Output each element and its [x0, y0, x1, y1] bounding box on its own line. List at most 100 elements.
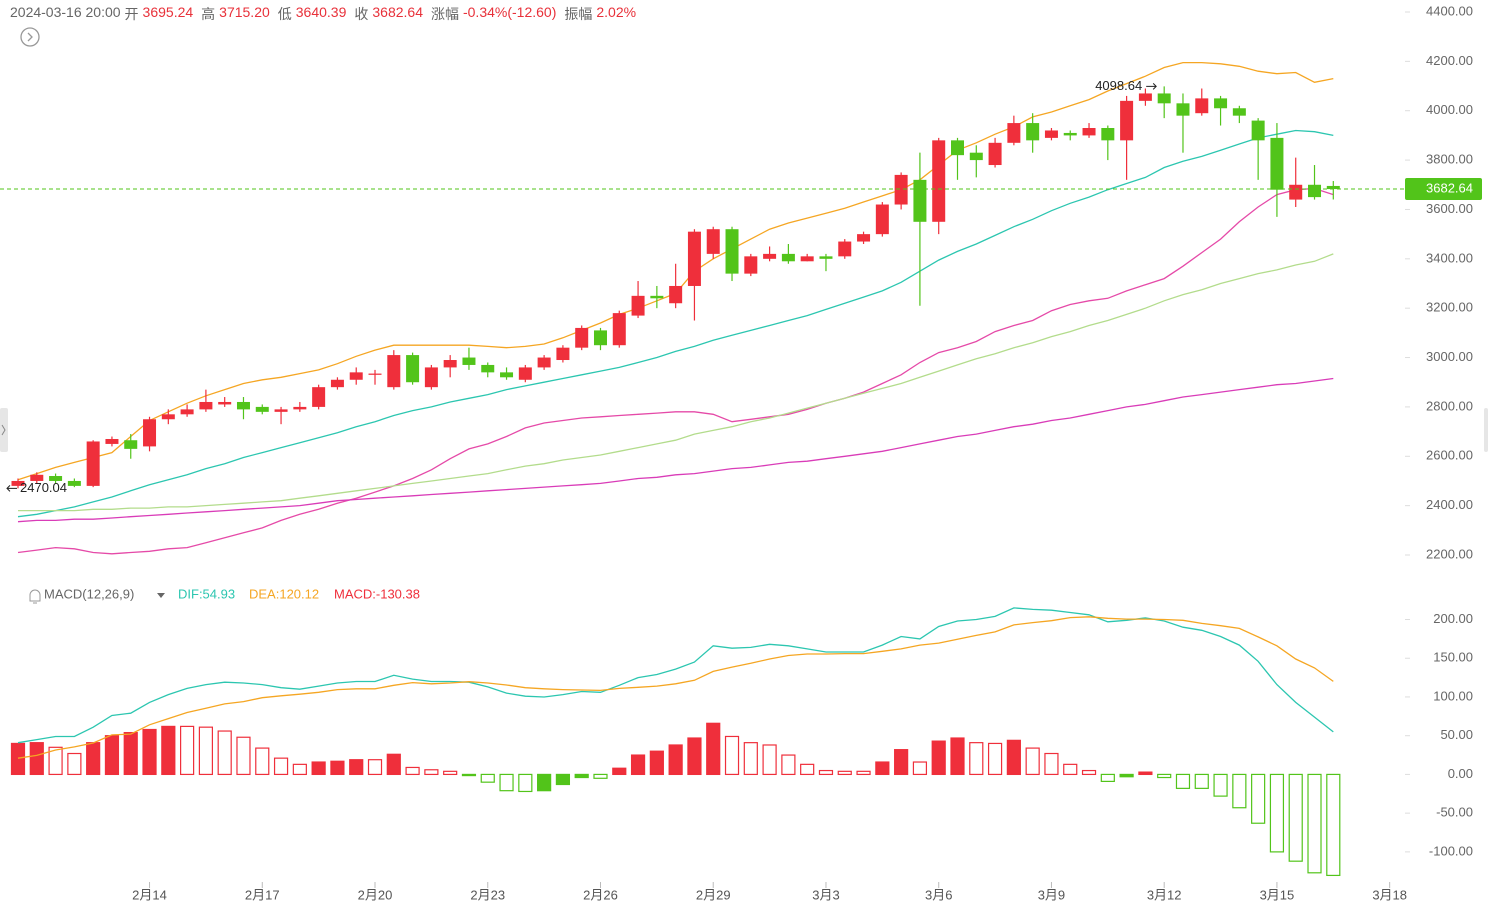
candle-body: [312, 387, 326, 407]
value: 3715.20: [219, 4, 270, 20]
expand-button[interactable]: [20, 27, 40, 47]
candle-body: [1214, 98, 1228, 109]
candle-body: [293, 406, 307, 410]
macd-bar: [762, 744, 777, 776]
candle-body: [105, 438, 119, 444]
candle-body: [330, 379, 344, 388]
candle-body: [988, 142, 1002, 166]
moving-average-line: [17, 129, 1334, 518]
left-panel-tab[interactable]: [0, 408, 8, 452]
x-tick-label: 3月9: [1038, 887, 1065, 902]
right-panel-tab[interactable]: [1484, 408, 1488, 452]
macd-bar: [198, 726, 213, 776]
candle-body: [1308, 184, 1322, 198]
y-tick-label: -50.00: [1436, 805, 1473, 820]
macd-bar: [950, 737, 965, 776]
candle-body: [857, 234, 871, 242]
moving-average-line: [17, 377, 1334, 523]
macd-bar: [856, 770, 871, 776]
macd-bar: [818, 769, 834, 776]
candle-body: [124, 440, 138, 449]
moving-average-line: [18, 253, 1334, 512]
candle-body: [593, 330, 607, 346]
candle-body: [518, 367, 532, 380]
candle-body: [1120, 100, 1134, 141]
candle-body: [199, 401, 213, 410]
macd-bar: [217, 730, 232, 776]
macd-bar: [1251, 773, 1266, 824]
x-tick-label: 3月15: [1260, 887, 1295, 902]
y-tick-label: 0.00: [1448, 766, 1473, 781]
x-tick-label: 2月26: [583, 887, 618, 902]
candle-body: [575, 327, 589, 348]
legend-entry: DIF:54.93: [178, 586, 235, 601]
candle-body: [255, 406, 269, 412]
y-tick-label: 2600.00: [1426, 448, 1473, 463]
candle-body: [1026, 123, 1040, 141]
macd-bar: [86, 742, 101, 776]
label: 开: [124, 6, 139, 22]
candle-body: [763, 253, 777, 259]
ohlc-header: 2024-03-16 20:00 开 3695.24 高 3715.20 低 3640…: [10, 4, 640, 24]
value: 3695.24: [142, 4, 194, 20]
y-tick-label: 4000.00: [1426, 102, 1473, 117]
label: 涨幅: [430, 6, 459, 22]
moving-average-line: [17, 187, 1334, 555]
macd-dropdown[interactable]: [157, 593, 165, 598]
candle-body: [1082, 128, 1096, 136]
macd-bar: [931, 740, 946, 776]
macd-title: MACD(12,26,9): [44, 586, 134, 601]
x-tick-label: 2月20: [358, 887, 393, 902]
macd-bar: [1063, 763, 1078, 776]
macd-bar: [912, 761, 928, 776]
macd-bar: [574, 773, 589, 779]
candle-body: [1232, 108, 1246, 116]
macd-bar: [499, 773, 514, 792]
candle-body: [424, 367, 438, 388]
label: 收: [354, 6, 369, 22]
macd-bar: [837, 770, 852, 776]
candle-body: [67, 480, 81, 486]
y-tick-label: -100.00: [1429, 843, 1473, 858]
y-tick-label: 4400.00: [1426, 3, 1473, 18]
candle-body: [11, 480, 25, 486]
y-tick-label: 4200.00: [1426, 53, 1473, 68]
macd-bar: [161, 725, 176, 776]
macd-bar: [1288, 773, 1303, 862]
x-tick-label: 3月18: [1372, 887, 1407, 902]
y-tick-label: 50.00: [1440, 727, 1473, 742]
y-tick-label: 200.00: [1433, 611, 1473, 626]
candle-body: [1176, 103, 1190, 116]
macd-bar: [1232, 773, 1247, 809]
y-tick-label: 3400.00: [1426, 250, 1473, 265]
candle-body: [180, 409, 194, 415]
legend-entry: DEA:120.12: [249, 586, 319, 601]
candle-body: [1101, 128, 1115, 141]
candle-body: [30, 474, 44, 481]
candle-body: [481, 364, 495, 373]
macd-bar: [330, 760, 345, 776]
candle-body: [1251, 120, 1265, 141]
candle-body: [650, 295, 664, 299]
candle-body: [1195, 98, 1209, 114]
macd-bar: [273, 757, 289, 776]
macd-bar: [706, 722, 721, 776]
y-tick-label: 150.00: [1433, 650, 1473, 665]
macd-bar: [1044, 752, 1059, 776]
value: -0.34%(-12.60): [462, 4, 557, 20]
alert-icon[interactable]: [29, 589, 41, 604]
candle-body: [800, 256, 814, 262]
candle-body: [951, 140, 964, 156]
candle-body: [218, 401, 232, 405]
candle-body: [669, 285, 683, 304]
macd-bar: [724, 735, 740, 776]
macd-bar: [743, 742, 758, 776]
candle-body: [612, 313, 626, 346]
x-tick-label: 3月3: [812, 887, 839, 902]
candle-body: [969, 152, 983, 161]
x-tick-label: 2月14: [132, 887, 167, 902]
candle-body: [1289, 184, 1303, 200]
candle-body: [838, 241, 852, 257]
candle-body: [819, 256, 833, 259]
